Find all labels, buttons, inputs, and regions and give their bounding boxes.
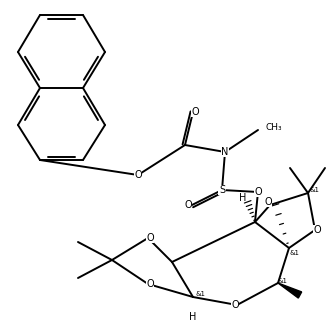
Text: N: N <box>221 147 229 157</box>
Text: O: O <box>313 225 321 235</box>
Text: &1: &1 <box>196 291 206 297</box>
Text: H: H <box>189 312 197 322</box>
Polygon shape <box>278 283 302 298</box>
Text: O: O <box>254 187 262 197</box>
Text: O: O <box>264 197 272 207</box>
Text: O: O <box>184 200 192 210</box>
Text: &1: &1 <box>289 250 299 256</box>
Text: O: O <box>146 233 154 243</box>
Text: O: O <box>134 170 142 180</box>
Text: H: H <box>239 193 247 203</box>
Text: O: O <box>231 300 239 310</box>
Text: S: S <box>219 185 225 195</box>
Text: CH₃: CH₃ <box>266 124 283 132</box>
Text: &1: &1 <box>309 187 319 193</box>
Text: &1: &1 <box>278 278 288 284</box>
Text: O: O <box>146 279 154 289</box>
Text: O: O <box>191 107 199 117</box>
